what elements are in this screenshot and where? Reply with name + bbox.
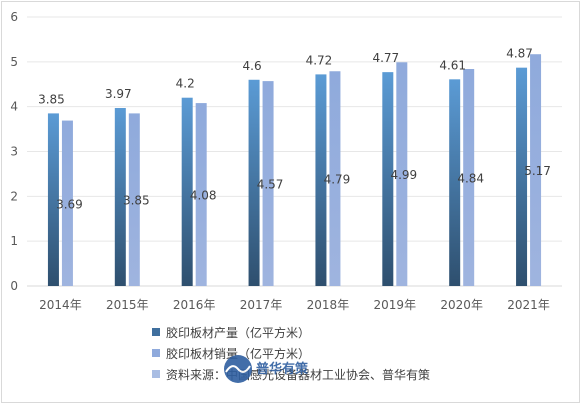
y-tick-label: 4: [10, 100, 18, 114]
bar-sales: [128, 113, 140, 287]
data-label-sales: 4.08: [190, 189, 217, 203]
data-label-sales: 4.79: [324, 173, 351, 187]
bar-sales: [530, 54, 542, 286]
watermark-text: 普华有策: [256, 361, 309, 377]
watermark-wave-icon: [225, 365, 251, 373]
legend-item-production: 胶印板材产量（亿平方米）: [152, 325, 310, 340]
y-tick-label: 2: [10, 189, 18, 203]
x-axis-ticks: 2014年 2015年 2016年 2017年 2018年 2019年 2020年 2021年: [39, 298, 550, 312]
y-tick-label: 5: [10, 55, 18, 69]
legend-swatch: [152, 328, 160, 336]
bar-sales: [329, 71, 341, 286]
y-axis-ticks: 0 1 2 3 4 5 6: [10, 10, 18, 293]
bar-production: [47, 113, 59, 287]
legend-item-sales: 胶印板材销量（亿平方米）: [152, 346, 310, 361]
data-label-sales: 4.57: [257, 178, 284, 192]
bar-production: [516, 67, 528, 286]
x-tick-label: 2018年: [307, 298, 350, 312]
legend-label: 胶印板材产量（亿平方米）: [166, 325, 310, 340]
data-label-production: 4.77: [372, 51, 399, 65]
x-tick-label: 2019年: [374, 298, 417, 312]
x-tick-label: 2016年: [173, 298, 216, 312]
bar-production: [382, 72, 394, 287]
watermark-logo: 普华有策: [224, 355, 309, 383]
bar-production: [315, 74, 327, 287]
bars: [47, 54, 542, 287]
bar-sales: [262, 81, 274, 286]
data-label-sales: 3.69: [56, 197, 83, 211]
bar-sales: [396, 62, 408, 287]
bar-sales: [61, 120, 73, 286]
x-tick-label: 2017年: [240, 298, 283, 312]
legend-label: 胶印板材销量（亿平方米）: [166, 346, 310, 361]
data-labels: 3.85 3.69 3.97 3.85 4.2 4.08 4.6 4.57 4.72 4.79 4.…: [38, 47, 551, 212]
data-label-production: 4.2: [176, 77, 195, 91]
legend-swatch: [152, 349, 160, 357]
data-label-production: 4.6: [243, 59, 262, 73]
bar-sales: [195, 103, 207, 286]
data-label-production: 4.87: [506, 47, 533, 61]
bar-production: [181, 97, 193, 286]
x-tick-label: 2014年: [39, 298, 82, 312]
data-label-production: 3.85: [38, 92, 65, 106]
data-label-sales: 3.85: [123, 194, 150, 208]
legend-swatch: [152, 370, 160, 378]
watermark: 普华有策: [224, 355, 309, 383]
bar-production: [449, 79, 461, 287]
bar-production: [114, 108, 126, 287]
data-label-sales: 4.84: [457, 172, 484, 186]
data-label-production: 3.97: [105, 87, 132, 101]
data-label-production: 4.72: [306, 53, 333, 67]
x-tick-label: 2021年: [507, 298, 550, 312]
gridlines: [27, 16, 562, 287]
data-label-sales: 5.17: [524, 164, 551, 178]
bar-production: [248, 79, 260, 287]
y-tick-label: 3: [10, 145, 18, 159]
y-tick-label: 0: [10, 279, 18, 293]
data-label-production: 4.61: [439, 58, 466, 72]
data-label-sales: 4.99: [390, 168, 417, 182]
x-tick-label: 2015年: [106, 298, 149, 312]
y-tick-label: 6: [10, 10, 18, 24]
y-tick-label: 1: [10, 234, 18, 248]
x-tick-label: 2020年: [440, 298, 483, 312]
bar-sales: [463, 69, 475, 286]
